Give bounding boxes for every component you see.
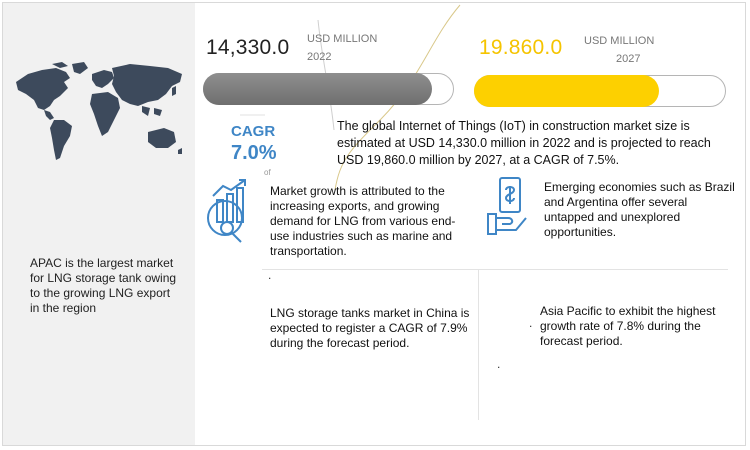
cagr-value: 7.0% [231, 142, 277, 164]
current-market-value: 14,330.0 [206, 36, 289, 60]
forecast-year: 2027 [616, 53, 641, 65]
forecast-market-value: 19.860.0 [479, 36, 562, 60]
growth-insight: Market growth is attributed to the incre… [270, 184, 456, 258]
stray-dot-2: . [529, 316, 533, 330]
infographic-frame [2, 2, 746, 446]
money-hand-icon [487, 177, 527, 235]
asia-pacific-insight: Asia Pacific to exhibit the highest grow… [540, 304, 716, 348]
emerging-insight: Emerging economies such as Brazil and Ar… [544, 180, 735, 239]
stray-dot-3: . [497, 357, 501, 371]
forecast-value: 19.860.0 [479, 36, 563, 59]
divider-horizontal [262, 269, 728, 270]
current-progress-bar [203, 73, 454, 105]
current-value: 14,330.0 [206, 36, 290, 59]
current-year: 2022 [307, 51, 332, 63]
world-map-icon [16, 62, 182, 160]
apac-text: APAC is the largest market for LNG stora… [30, 256, 177, 315]
divider-vertical [478, 270, 479, 420]
china-insight: LNG storage tanks market in China is exp… [270, 306, 470, 350]
current-unit: USD MILLION [307, 33, 378, 45]
stray-dot: . [268, 268, 272, 282]
forecast-progress-fill [474, 75, 659, 107]
cagr-of: of [264, 168, 271, 177]
growth-chart-icon [207, 179, 246, 243]
cagr-label: CAGR [231, 123, 276, 140]
current-progress-fill [203, 73, 433, 105]
market-summary: The global Internet of Things (IoT) in c… [337, 119, 711, 167]
forecast-unit: USD MILLION [584, 35, 655, 47]
forecast-progress-bar [474, 75, 726, 107]
